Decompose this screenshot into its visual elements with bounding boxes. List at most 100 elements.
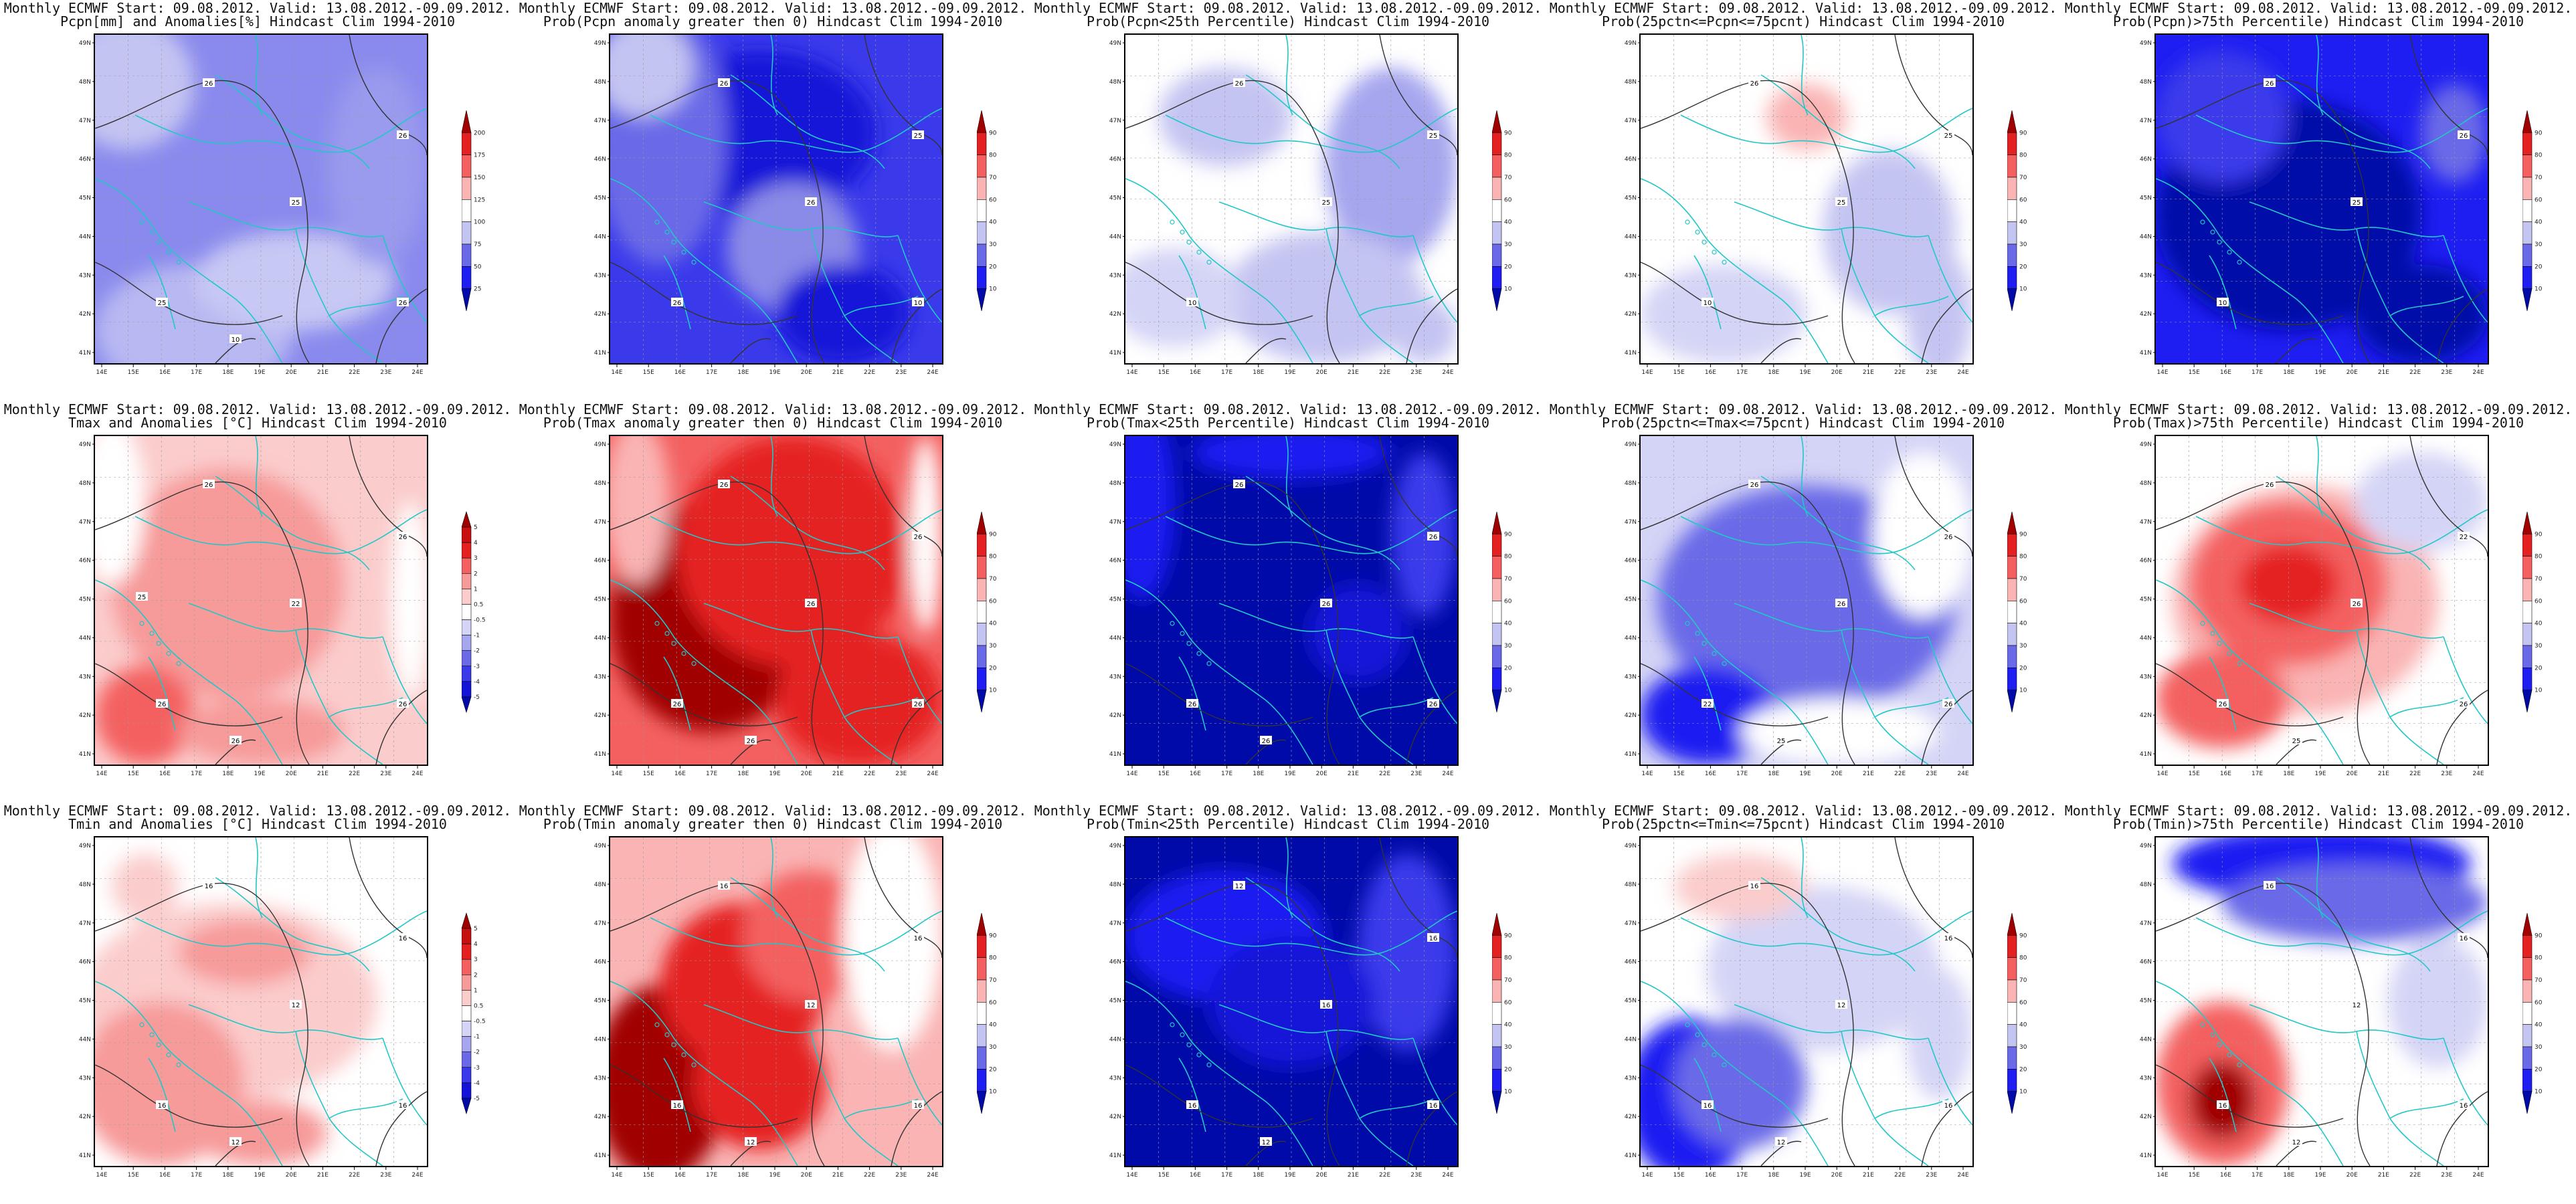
lon-label: 23E [1410,1172,1422,1179]
border-line [1680,910,1972,956]
border-line [1125,981,1313,1166]
colorbar-swatch [2007,912,2017,936]
contour-line [1760,1140,1802,1166]
lat-label: 43N [79,674,91,680]
contour-label: 16 [1429,935,1438,942]
lat-label: 45N [1625,597,1637,603]
lon-label: 23E [2441,369,2452,376]
lon-label: 23E [380,369,391,376]
contour-label: 26 [205,80,213,88]
colorbar-swatch [1491,690,1502,713]
border-line [1874,296,1949,316]
lon-label: 21E [1863,369,1874,376]
border-line [2195,509,2488,555]
lat-label: 44N [79,635,91,641]
border-line [1245,476,1400,571]
lat-label: 47N [1625,519,1637,526]
lat-label: 46N [1109,558,1121,565]
colorbar-swatch [461,928,472,944]
contour-line [797,128,825,363]
colorbar-swatch [976,221,987,245]
contour-line [1312,930,1340,1166]
contour-label: 22 [2460,534,2468,541]
border-line [2389,1098,2464,1119]
lon-label: 20E [801,369,812,376]
lat-label: 47N [2140,519,2152,526]
colorbar-swatch [2007,243,2017,267]
border-line [148,255,176,330]
contour-label: 26 [158,701,167,708]
lon-label: 15E [1673,1172,1685,1179]
colorbar-swatch [461,635,472,651]
colorbar-swatch [976,668,987,690]
contour-label: 26 [2460,132,2468,140]
map-canvas: 26 26 26 26 26 26 [610,436,942,765]
lat-label: 43N [1109,1075,1121,1082]
contour-label: 26 [720,80,729,88]
contour-line [2342,529,2371,765]
lat-label: 49N [1625,843,1637,849]
colorbar-label: 80 [1504,554,1512,561]
lat-label: 49N [2140,40,2152,47]
contour-line [2342,930,2371,1166]
border-line [1359,1098,1434,1119]
lat-label: 48N [594,882,606,888]
border-line [2389,296,2464,316]
lon-label: 15E [128,771,139,777]
contour-line [1125,1064,1313,1128]
border-line [1641,981,1829,1166]
colorbar-swatch [976,110,987,133]
colorbar-swatch [2007,1002,2017,1025]
map-panel: Monthly ECMWF Start: 09.08.2012. Valid: … [0,803,515,1204]
border-line [1359,697,1434,718]
contour-line [2409,436,2488,557]
contour-label: 26 [1750,482,1759,489]
colorbar-label: 30 [2535,1044,2543,1051]
colorbar: 90 80 70 60 40 30 20 10 [2522,903,2549,1124]
border-line [1218,201,1414,237]
lat-label: 45N [2140,597,2152,603]
map-panel: Monthly ECMWF Start: 09.08.2012. Valid: … [1030,803,1546,1204]
colorbar-swatch [461,573,472,589]
colorbar-swatch [461,199,472,222]
colorbar-swatch [2522,935,2533,958]
lat-label: 42N [79,311,91,318]
map-area: 26 26 26 26 26 26 [1124,435,1459,766]
colorbar-label: -2 [474,648,480,655]
lat-label: 44N [594,1036,606,1043]
contour-line [95,262,283,325]
lat-label: 45N [594,195,606,202]
colorbar: 90 80 70 60 40 30 20 10 [1491,502,1519,722]
colorbar-swatch [1491,1046,1502,1070]
colorbar-swatch [1491,1024,1502,1047]
lon-label: 20E [1316,1172,1327,1179]
colorbar-swatch [2007,935,2017,958]
colorbar-swatch [2007,199,2017,222]
contour-line [1827,930,1855,1166]
lon-label: 17E [1221,771,1232,777]
field-region [1192,436,1391,479]
lat-label: 48N [2140,79,2152,86]
colorbar-swatch [2522,979,2533,1003]
colorbar-swatch [1491,668,1502,690]
lon-label: 14E [2156,771,2168,777]
contour-label: 10 [1704,300,1712,307]
map-canvas: 26 25 26 25 26 10 [95,35,427,363]
colorbar-swatch [461,666,472,682]
lon-label: 17E [1736,771,1748,777]
border-line [1734,1004,1929,1040]
contour-label: 16 [2460,935,2468,942]
lon-label: 15E [1673,771,1685,777]
contour-label: 25 [914,132,923,140]
border-line [1874,1098,1949,1119]
border-line [663,255,691,330]
lon-label: 17E [191,1172,202,1179]
lon-label: 24E [927,771,938,777]
lon-label: 19E [769,771,780,777]
lat-label: 46N [2140,558,2152,565]
colorbar-swatch [1491,1002,1502,1025]
colorbar-swatch [2007,668,2017,690]
colorbar-swatch [2522,132,2533,155]
lat-label: 45N [79,998,91,1005]
colorbar-swatch [2007,957,2017,981]
